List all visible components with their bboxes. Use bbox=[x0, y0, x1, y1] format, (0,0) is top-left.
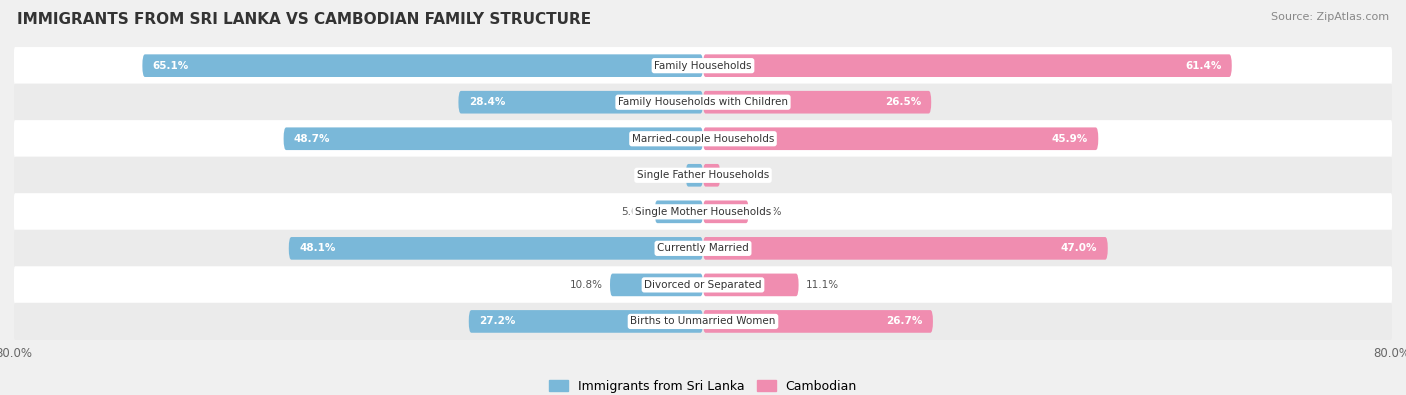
Text: IMMIGRANTS FROM SRI LANKA VS CAMBODIAN FAMILY STRUCTURE: IMMIGRANTS FROM SRI LANKA VS CAMBODIAN F… bbox=[17, 12, 591, 27]
FancyBboxPatch shape bbox=[610, 274, 703, 296]
Text: 5.6%: 5.6% bbox=[621, 207, 648, 217]
Text: Divorced or Separated: Divorced or Separated bbox=[644, 280, 762, 290]
Text: 2.0%: 2.0% bbox=[652, 170, 679, 180]
FancyBboxPatch shape bbox=[703, 55, 1232, 77]
FancyBboxPatch shape bbox=[655, 201, 703, 223]
FancyBboxPatch shape bbox=[288, 237, 703, 260]
FancyBboxPatch shape bbox=[703, 201, 748, 223]
Text: Married-couple Households: Married-couple Households bbox=[631, 134, 775, 144]
Text: 27.2%: 27.2% bbox=[479, 316, 516, 326]
Text: Single Mother Households: Single Mother Households bbox=[636, 207, 770, 217]
Text: 65.1%: 65.1% bbox=[153, 61, 188, 71]
Text: Births to Unmarried Women: Births to Unmarried Women bbox=[630, 316, 776, 326]
Text: Currently Married: Currently Married bbox=[657, 243, 749, 253]
FancyBboxPatch shape bbox=[703, 128, 1098, 150]
Text: 26.7%: 26.7% bbox=[886, 316, 922, 326]
Text: 11.1%: 11.1% bbox=[806, 280, 838, 290]
FancyBboxPatch shape bbox=[14, 303, 1392, 340]
Text: 10.8%: 10.8% bbox=[569, 280, 603, 290]
Text: Family Households: Family Households bbox=[654, 61, 752, 71]
FancyBboxPatch shape bbox=[142, 55, 703, 77]
Text: 61.4%: 61.4% bbox=[1185, 61, 1222, 71]
Text: 47.0%: 47.0% bbox=[1062, 243, 1098, 253]
Text: 26.5%: 26.5% bbox=[884, 97, 921, 107]
FancyBboxPatch shape bbox=[703, 164, 720, 186]
FancyBboxPatch shape bbox=[14, 47, 1392, 84]
Text: 45.9%: 45.9% bbox=[1052, 134, 1088, 144]
FancyBboxPatch shape bbox=[703, 91, 931, 113]
Text: Family Households with Children: Family Households with Children bbox=[619, 97, 787, 107]
FancyBboxPatch shape bbox=[14, 157, 1392, 194]
Legend: Immigrants from Sri Lanka, Cambodian: Immigrants from Sri Lanka, Cambodian bbox=[544, 375, 862, 395]
FancyBboxPatch shape bbox=[14, 230, 1392, 267]
FancyBboxPatch shape bbox=[14, 266, 1392, 303]
Text: 5.3%: 5.3% bbox=[755, 207, 782, 217]
FancyBboxPatch shape bbox=[686, 164, 703, 186]
FancyBboxPatch shape bbox=[468, 310, 703, 333]
Text: Single Father Households: Single Father Households bbox=[637, 170, 769, 180]
Text: Source: ZipAtlas.com: Source: ZipAtlas.com bbox=[1271, 12, 1389, 22]
FancyBboxPatch shape bbox=[14, 120, 1392, 157]
Text: 48.1%: 48.1% bbox=[299, 243, 336, 253]
FancyBboxPatch shape bbox=[458, 91, 703, 113]
FancyBboxPatch shape bbox=[14, 84, 1392, 121]
FancyBboxPatch shape bbox=[703, 274, 799, 296]
FancyBboxPatch shape bbox=[284, 128, 703, 150]
FancyBboxPatch shape bbox=[703, 310, 934, 333]
FancyBboxPatch shape bbox=[14, 193, 1392, 230]
Text: 2.0%: 2.0% bbox=[727, 170, 754, 180]
Text: 48.7%: 48.7% bbox=[294, 134, 330, 144]
FancyBboxPatch shape bbox=[703, 237, 1108, 260]
Text: 28.4%: 28.4% bbox=[468, 97, 505, 107]
